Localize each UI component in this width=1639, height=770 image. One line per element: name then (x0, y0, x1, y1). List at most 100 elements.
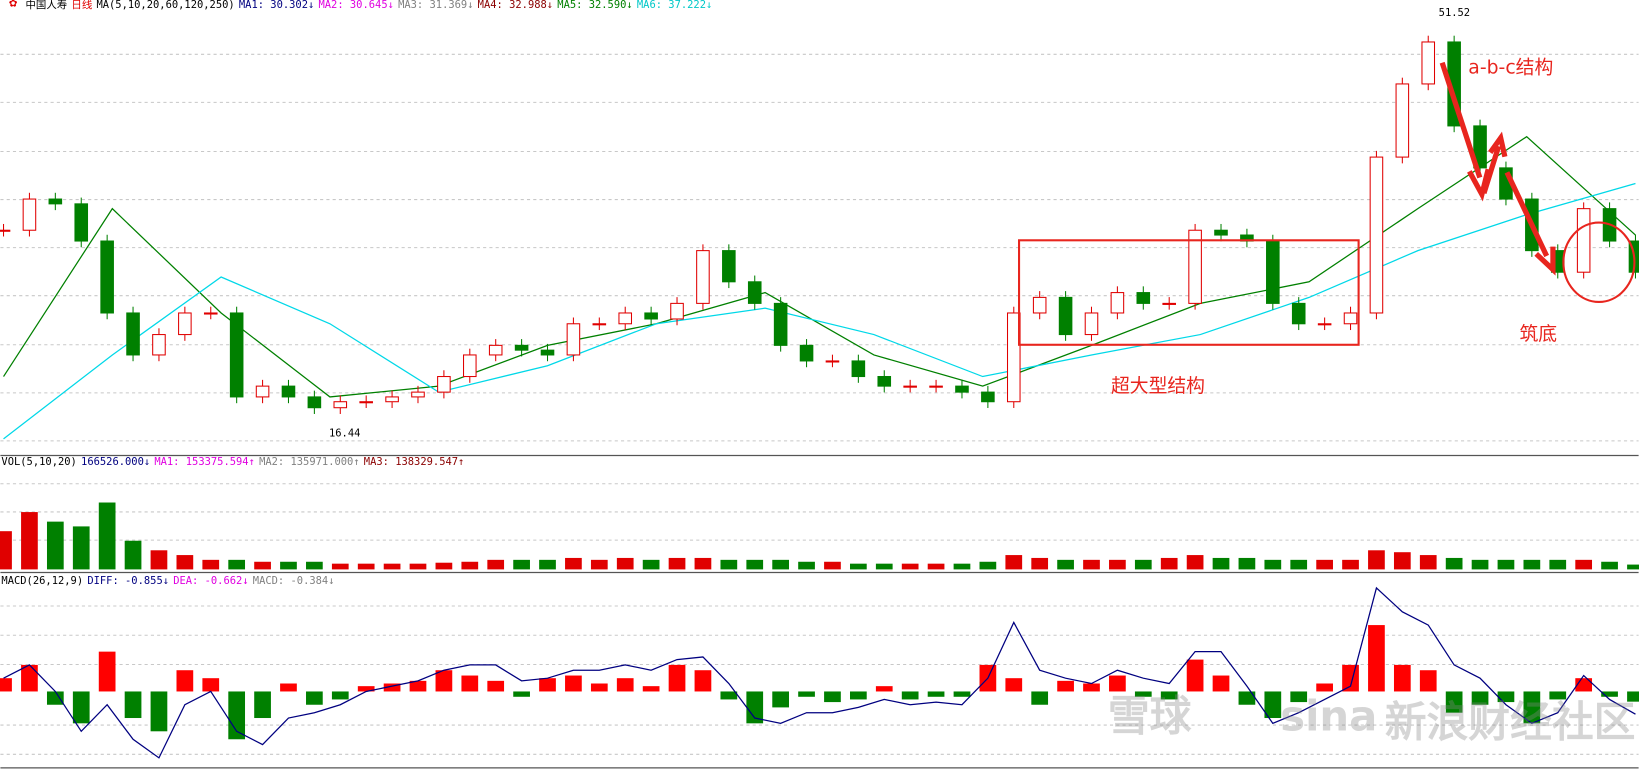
candle (566, 323, 581, 356)
macd-bar (1005, 678, 1023, 692)
volume-bar (331, 563, 349, 570)
macd-bar (1264, 691, 1282, 719)
panel-header: VOL(5,10,20) 166526.000↓ MA1: 153375.594↑ M… (1, 456, 464, 468)
header-item: VOL(5,10,20) (1, 456, 76, 468)
macd-bar (150, 691, 168, 732)
macd-bar (1109, 675, 1126, 692)
header-item: MA2: 135971.000↑ (259, 456, 360, 468)
annotation: 超大型结构 (1111, 375, 1205, 397)
candle (152, 334, 166, 356)
macd-bar (1342, 664, 1359, 692)
watermark: 新浪财经社区 (1385, 698, 1636, 747)
volume-bar (1445, 557, 1463, 570)
candle (1084, 312, 1099, 336)
macd-bar (228, 691, 246, 740)
candle (1421, 41, 1436, 85)
header-item: DIFF: -0.855↓ (87, 575, 169, 587)
moving-average-line (3, 135, 1636, 398)
candle (670, 302, 684, 320)
candle (281, 385, 296, 398)
arrow (1481, 131, 1508, 195)
candle (747, 281, 762, 304)
candle (955, 385, 969, 393)
macd-bar (1601, 691, 1618, 697)
macd-bar (875, 686, 893, 692)
macd-bar (1316, 683, 1333, 692)
volume-bar (616, 557, 634, 570)
macd-bar (487, 680, 505, 692)
volume-bar (513, 559, 530, 570)
volume-bar (1264, 559, 1282, 570)
candle (255, 385, 270, 398)
annotation: 筑底 (1520, 323, 1558, 345)
moving-average-line (3, 182, 1636, 440)
macd-bar (98, 651, 116, 692)
header-item: MA3: 138329.547↑ (364, 456, 465, 468)
volume-bar (1523, 559, 1541, 570)
header-item: MA1: 30.302↓ (239, 0, 314, 11)
volume-bar (1393, 552, 1411, 570)
macd-bar (176, 670, 194, 692)
candle (540, 349, 555, 356)
candle (1266, 240, 1280, 304)
header-item: MA3: 31.369↓ (398, 0, 473, 11)
volume-bar (927, 563, 945, 570)
macd-bar (306, 691, 323, 705)
volume-bar (849, 563, 867, 570)
macd-bar (1290, 691, 1308, 703)
header-item: MA6: 37.222↓ (637, 0, 712, 11)
candle (1136, 292, 1151, 304)
circle-annotation (1562, 221, 1636, 303)
candle (929, 385, 943, 388)
header-item: MA(5,10,20,60,120,250) (96, 0, 234, 11)
volume-bar (1419, 555, 1437, 570)
candle (1006, 312, 1021, 403)
volume-bar (1057, 559, 1074, 570)
candle (1317, 323, 1332, 326)
volume-bar (720, 559, 738, 570)
volume-bar (1601, 561, 1618, 570)
candle (877, 376, 892, 387)
volume-bar (487, 559, 505, 570)
macd-bar (1186, 659, 1204, 692)
macd-bar (694, 670, 712, 692)
volume-bar (1212, 557, 1230, 570)
macd-bar (331, 691, 349, 700)
panel-header: MACD(26,12,9) DIFF: -0.855↓ DEA: -0.662↓ MA… (1, 575, 334, 587)
macd-bar (642, 686, 660, 692)
macd-bar (849, 691, 867, 700)
macd-bar (1057, 680, 1074, 692)
macd-bar (124, 691, 142, 719)
box-annotation (1018, 239, 1360, 346)
low-label: 16.44 (329, 428, 360, 440)
volume-bar (1160, 557, 1178, 570)
volume-bar (383, 563, 401, 570)
volume-bar (98, 502, 116, 570)
header-item: 中国人寿 (25, 0, 67, 11)
header-item: 日线 (71, 0, 92, 11)
macd-bar (0, 678, 12, 692)
macd-bar (280, 683, 297, 692)
macd-bar (1238, 691, 1256, 705)
volume-bar (461, 561, 479, 570)
arrow (1504, 171, 1556, 276)
candle (1473, 125, 1487, 169)
volume-bar (1109, 559, 1126, 570)
header-item: MA2: 30.645↓ (318, 0, 393, 11)
macd-bar (21, 664, 38, 692)
volume-bar (176, 555, 194, 570)
candle (203, 312, 218, 315)
volume-bar (254, 561, 271, 570)
candle (825, 360, 840, 363)
arrow (1439, 61, 1491, 202)
candle (359, 401, 373, 404)
volume-bar (1316, 559, 1333, 570)
candle (74, 203, 89, 242)
volume-bar (1497, 559, 1515, 570)
volume-bar (46, 521, 64, 570)
candle (981, 391, 995, 403)
candle (178, 312, 192, 336)
volume-bar (668, 557, 686, 570)
